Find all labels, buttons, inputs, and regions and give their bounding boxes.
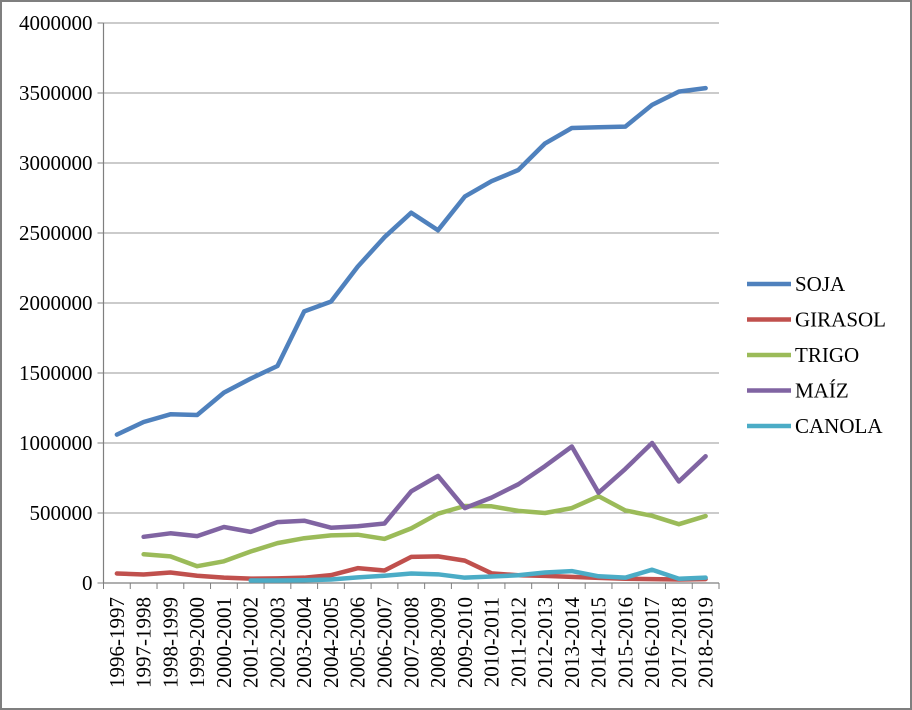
y-tick-label: 500000 (30, 501, 93, 525)
series-line-trigo (141, 493, 708, 569)
legend-label-trigo: TRIGO (795, 343, 859, 367)
x-tick-label: 2017-2018 (667, 597, 691, 688)
x-tick-label: 1997-1998 (132, 597, 156, 688)
x-tick-label: 2013-2014 (560, 597, 584, 688)
x-tick-label: 2004-2005 (319, 597, 343, 688)
x-tick-label: 2006-2007 (372, 597, 396, 688)
series-line-canola (248, 567, 708, 583)
y-tick-label: 1500000 (19, 361, 93, 385)
x-tick-label: 2008-2009 (426, 597, 450, 688)
y-tick-label: 4000000 (19, 11, 93, 35)
x-tick-label: 2016-2017 (640, 597, 664, 688)
x-tick-label: 2002-2003 (265, 597, 289, 688)
x-tick-label: 2015-2016 (613, 597, 637, 688)
series-line-soja (114, 85, 708, 437)
y-tick-label: 2000000 (19, 291, 93, 315)
x-tick-label: 1999-2000 (185, 597, 209, 688)
legend-label-soja: SOJA (795, 272, 846, 296)
x-tick-label: 2000-2001 (212, 597, 236, 688)
x-tick-label: 2003-2004 (292, 597, 316, 688)
x-tick-label: 2010-2011 (480, 597, 504, 687)
legend-label-maiz: MAÍZ (795, 379, 849, 403)
y-tick-label: 1000000 (19, 431, 93, 455)
x-tick-label: 2011-2012 (506, 597, 530, 687)
series-line-maiz (141, 440, 708, 540)
x-tick-label: 2007-2008 (399, 597, 423, 688)
x-tick-label: 2012-2013 (533, 597, 557, 688)
x-tick-label: 1998-1999 (158, 597, 182, 688)
x-tick-label: 2014-2015 (587, 597, 611, 688)
legend-label-canola: CANOLA (795, 414, 883, 438)
y-tick-label: 3000000 (19, 151, 93, 175)
x-tick-label: 1996-1997 (105, 597, 129, 688)
x-tick-label: 2005-2006 (346, 597, 370, 688)
x-tick-label: 2018-2019 (694, 597, 718, 688)
legend: SOJA GIRASOL TRIGO MAÍZ CANOLA (747, 272, 886, 438)
y-tick-label: 0 (82, 571, 93, 595)
x-tick-label: 2009-2010 (453, 597, 477, 688)
y-tick-label: 3500000 (19, 81, 93, 105)
legend-label-girasol: GIRASOL (795, 308, 886, 332)
x-tick-label: 2001-2002 (239, 597, 263, 688)
y-tick-label: 2500000 (19, 221, 93, 245)
